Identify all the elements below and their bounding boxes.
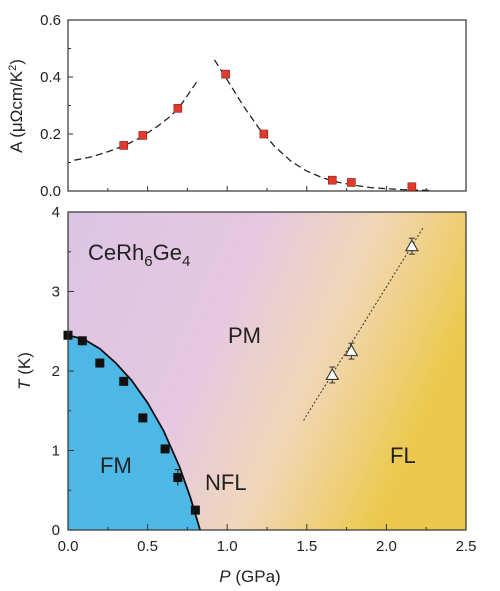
- bottom-panel: 0.0 0.5 1.0 1.5 2.0 2.5 0 1 2 3 4 CeRh6Ge4 PM FM N…: [15, 204, 476, 586]
- top-y-tick-label: 0.2: [40, 126, 61, 143]
- region-label-fm: FM: [100, 453, 132, 478]
- fl-data-point: [404, 239, 419, 252]
- fl-boundary-line: [303, 227, 424, 421]
- top-plot-frame: [67, 19, 467, 192]
- fm-boundary-curve: [67, 334, 201, 531]
- top-y-tick-label: 0.4: [40, 69, 61, 86]
- y-tick-label: 0: [52, 522, 60, 539]
- top-points: [119, 69, 417, 192]
- x-axis-label: P (GPa): [219, 567, 280, 586]
- top-y-axis-label: A (μΩcm/K2): [7, 59, 26, 153]
- data-point-A: [259, 129, 269, 139]
- y-tick-label: 2: [52, 363, 60, 380]
- data-point-A: [119, 141, 129, 150]
- tc-data-point: [190, 505, 200, 515]
- bottom-y-axis-label: T (K): [15, 352, 34, 390]
- bottom-ticks: 0.0 0.5 1.0 1.5 2.0 2.5 0 1 2 3 4: [52, 204, 477, 555]
- data-point-A: [138, 131, 148, 140]
- y-tick-label: 3: [52, 284, 60, 301]
- data-point-A: [327, 175, 337, 185]
- y-tick-label: 1: [52, 443, 60, 460]
- fl-data-point: [344, 344, 359, 357]
- fm-region: [68, 335, 201, 530]
- x-tick-label: 0.0: [58, 538, 79, 555]
- tc-data-point: [119, 376, 129, 386]
- x-tick-label: 0.5: [137, 538, 158, 555]
- top-y-tick-label: 0.6: [40, 12, 61, 29]
- x-tick-label: 1.5: [296, 538, 317, 555]
- y-tick-label: 4: [52, 204, 60, 221]
- region-label-fl: FL: [390, 443, 416, 468]
- fit-curve-left: [74, 78, 200, 161]
- compound-label: CeRh6Ge4: [88, 240, 190, 270]
- region-label-nfl: NFL: [205, 470, 247, 495]
- tc-data-point: [173, 473, 183, 483]
- fit-curve-right: [213, 59, 432, 192]
- tc-data-point: [160, 444, 170, 454]
- x-tick-label: 2.5: [456, 538, 477, 555]
- tc-data-point: [138, 413, 148, 423]
- region-label-pm: PM: [228, 323, 261, 348]
- data-point-A: [407, 182, 417, 192]
- top-ticks: 0.0 0.2 0.4 0.6: [40, 12, 467, 200]
- x-tick-label: 2.0: [376, 538, 397, 555]
- top-panel: 0.0 0.2 0.4 0.6 A (μΩcm/K2): [7, 12, 467, 200]
- data-point-A: [221, 69, 230, 79]
- fl-data-point: [325, 367, 340, 381]
- data-point-A: [173, 104, 183, 113]
- x-tick-label: 1.0: [217, 538, 238, 555]
- top-y-tick-label: 0.0: [40, 183, 61, 200]
- tc-data-point: [77, 336, 87, 346]
- data-point-A: [347, 178, 356, 187]
- tc-data-point: [95, 358, 105, 368]
